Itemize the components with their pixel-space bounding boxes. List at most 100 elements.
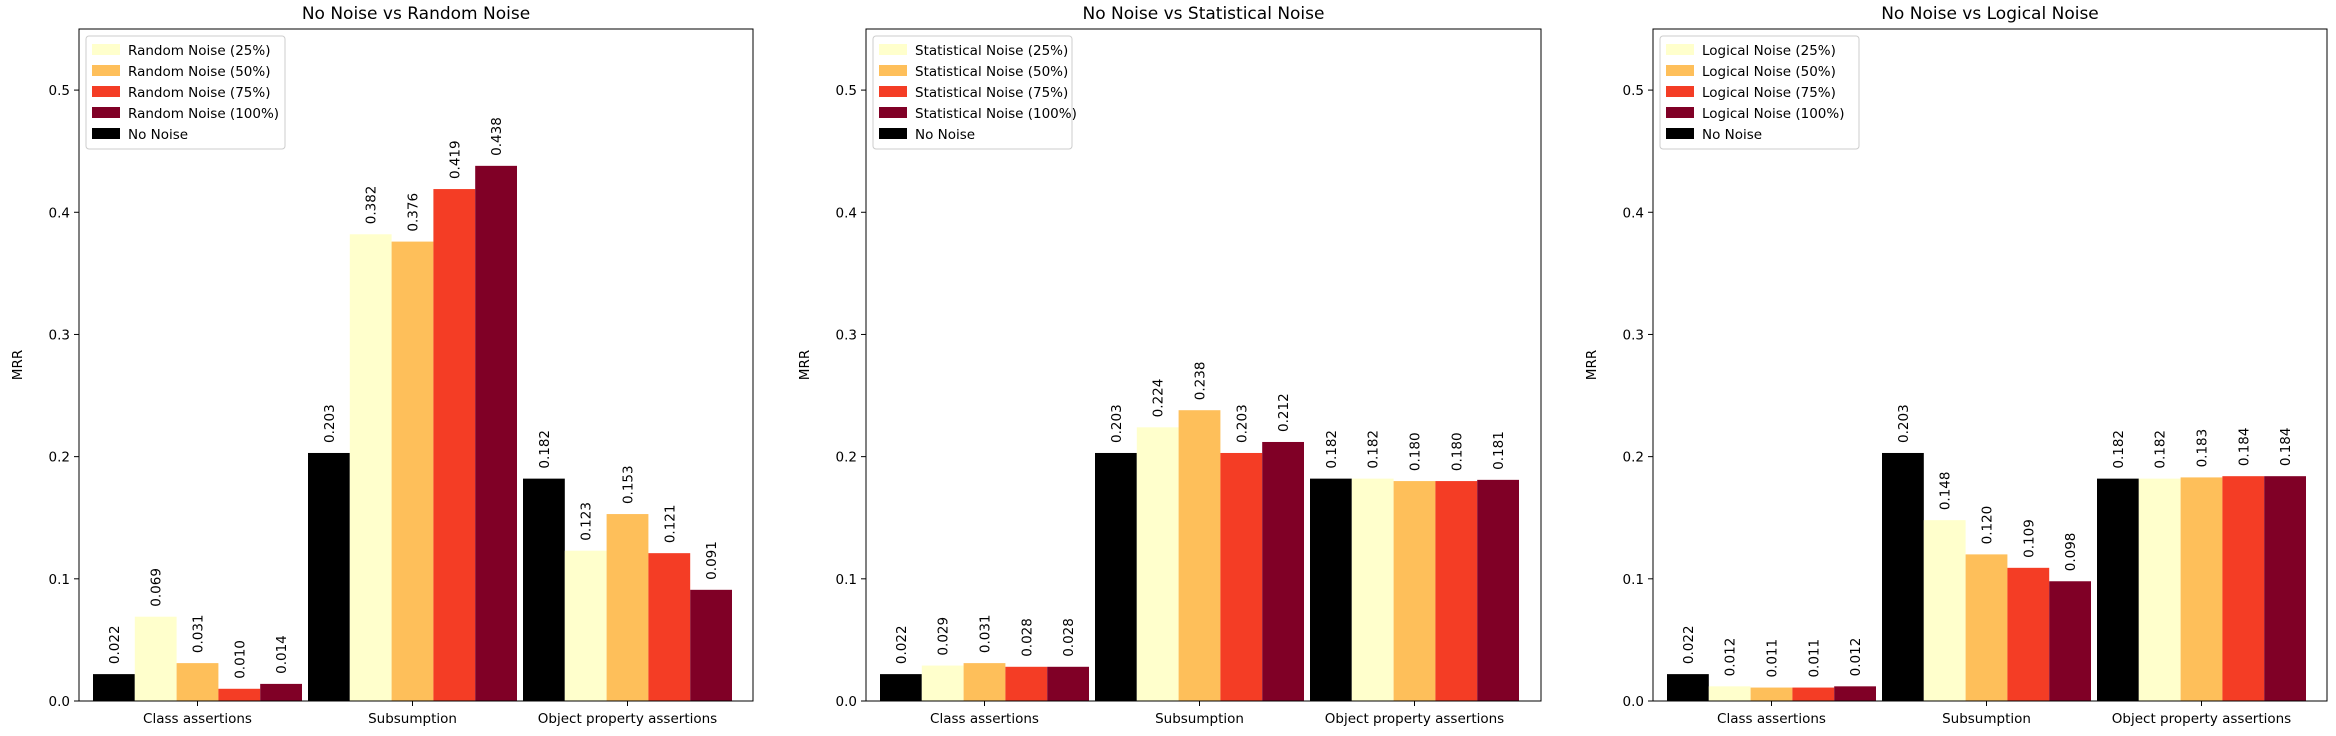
bar-value-label: 0.438 xyxy=(489,117,505,156)
bar-value-label: 0.203 xyxy=(1109,404,1125,443)
bar xyxy=(1262,441,1304,701)
legend-entry-label: Statistical Noise (75%) xyxy=(915,85,1068,101)
bar xyxy=(1882,452,1924,701)
bar xyxy=(1351,478,1394,701)
chart-panel-3: No Noise vs Logical Noise MRR 0.0 0.1 0.2 0.3… xyxy=(1584,4,2328,727)
bar xyxy=(93,674,135,701)
legend-entry-label: Statistical Noise (50%) xyxy=(915,64,1068,80)
legend: Statistical Noise (25%) Statistical Noise… xyxy=(872,35,1077,150)
bar-value-label: 0.120 xyxy=(1980,506,1996,545)
bar-value-label: 0.376 xyxy=(406,193,422,232)
bar xyxy=(2097,478,2139,701)
bar xyxy=(391,241,434,701)
bar-value-label: 0.180 xyxy=(1449,432,1465,471)
bar-value-label: 0.012 xyxy=(1723,638,1739,677)
bar xyxy=(564,550,607,701)
bar-value-label: 0.183 xyxy=(2195,429,2211,468)
bar-value-label: 0.011 xyxy=(1765,639,1781,678)
legend-frame xyxy=(872,35,1073,150)
legend-entry-label: Statistical Noise (25%) xyxy=(915,43,1068,59)
bar xyxy=(1708,686,1751,701)
legend-frame xyxy=(85,35,286,150)
bar-value-label: 0.098 xyxy=(2063,533,2079,572)
bar-value-label: 0.182 xyxy=(537,430,553,469)
legend-swatch xyxy=(1666,107,1694,118)
legend-entry-label: Logical Noise (100%) xyxy=(1702,106,1844,122)
y-axis-label: MRR xyxy=(1584,350,1600,380)
bar-value-label: 0.011 xyxy=(1806,639,1822,678)
bar-value-label: 0.031 xyxy=(191,614,207,653)
bar-value-label: 0.123 xyxy=(579,502,595,541)
x-tick-label: Class assertions xyxy=(143,711,252,727)
bar xyxy=(134,616,177,701)
legend-swatch xyxy=(879,86,907,97)
y-tick-label: 0.3 xyxy=(836,327,857,343)
bar xyxy=(1965,554,2008,701)
bar xyxy=(1435,481,1478,701)
chart-title: No Noise vs Statistical Noise xyxy=(1083,4,1325,24)
legend-entry-label: Random Noise (50%) xyxy=(128,64,270,80)
bar xyxy=(1047,666,1089,701)
bar xyxy=(2138,478,2181,701)
legend-swatch xyxy=(92,86,120,97)
legend-entry-label: Random Noise (100%) xyxy=(128,106,279,122)
bar-value-label: 0.028 xyxy=(1019,618,1035,657)
bar-value-label: 0.182 xyxy=(2111,430,2127,469)
bar xyxy=(2007,567,2050,701)
x-tick-label: Subsumption xyxy=(1942,711,2031,727)
legend-swatch xyxy=(879,44,907,55)
legend-entry-label: Logical Noise (50%) xyxy=(1702,64,1836,80)
bar-value-label: 0.069 xyxy=(149,568,165,607)
bar xyxy=(1923,520,1966,701)
y-tick-label: 0.4 xyxy=(836,205,857,221)
bar xyxy=(308,452,350,701)
bar xyxy=(475,165,517,702)
bar xyxy=(1310,478,1352,701)
y-tick-label: 0.1 xyxy=(1623,572,1644,588)
bar xyxy=(2264,476,2306,701)
bar-value-label: 0.010 xyxy=(232,640,248,679)
bar-value-label: 0.148 xyxy=(1938,472,1954,511)
bar xyxy=(1005,666,1048,701)
x-tick-label: Class assertions xyxy=(1717,711,1826,727)
bar xyxy=(921,665,964,701)
bar-value-label: 0.203 xyxy=(322,404,338,443)
bar-value-label: 0.382 xyxy=(364,186,380,225)
bar xyxy=(1667,674,1709,701)
legend-swatch xyxy=(92,107,120,118)
y-tick-label: 0.5 xyxy=(1623,83,1644,99)
y-tick-label: 0.2 xyxy=(836,450,857,466)
bar-value-label: 0.203 xyxy=(1234,404,1250,443)
bar-value-label: 0.012 xyxy=(1848,638,1864,677)
y-tick-label: 0.0 xyxy=(1623,694,1644,710)
bar-value-label: 0.182 xyxy=(2153,430,2169,469)
bar xyxy=(963,663,1006,701)
bar-value-label: 0.153 xyxy=(621,465,637,504)
legend-swatch xyxy=(92,44,120,55)
bar xyxy=(648,553,691,701)
legend-entry-label: No Noise xyxy=(1702,127,1762,143)
bar xyxy=(1220,452,1263,701)
y-tick-label: 0.2 xyxy=(1623,450,1644,466)
bar-value-label: 0.029 xyxy=(936,617,952,656)
x-tick-label: Subsumption xyxy=(368,711,457,727)
legend-swatch xyxy=(1666,44,1694,55)
bar xyxy=(218,688,261,701)
bar xyxy=(433,189,476,702)
legend-entry-label: No Noise xyxy=(128,127,188,143)
plot-frame xyxy=(1652,28,2328,702)
y-tick-label: 0.3 xyxy=(49,327,70,343)
chart-title: No Noise vs Random Noise xyxy=(302,4,530,24)
bar-value-label: 0.184 xyxy=(2278,428,2294,467)
bar xyxy=(523,478,565,701)
plot-frame xyxy=(865,28,1542,702)
legend-entry-label: No Noise xyxy=(915,127,975,143)
bar xyxy=(2049,581,2091,701)
x-tick-label: Object property assertions xyxy=(538,711,717,727)
x-tick-label: Object property assertions xyxy=(1325,711,1504,727)
legend-entry-label: Random Noise (25%) xyxy=(128,43,270,59)
legend-swatch xyxy=(92,128,120,139)
bar-value-label: 0.203 xyxy=(1896,404,1912,443)
legend-swatch xyxy=(1666,86,1694,97)
